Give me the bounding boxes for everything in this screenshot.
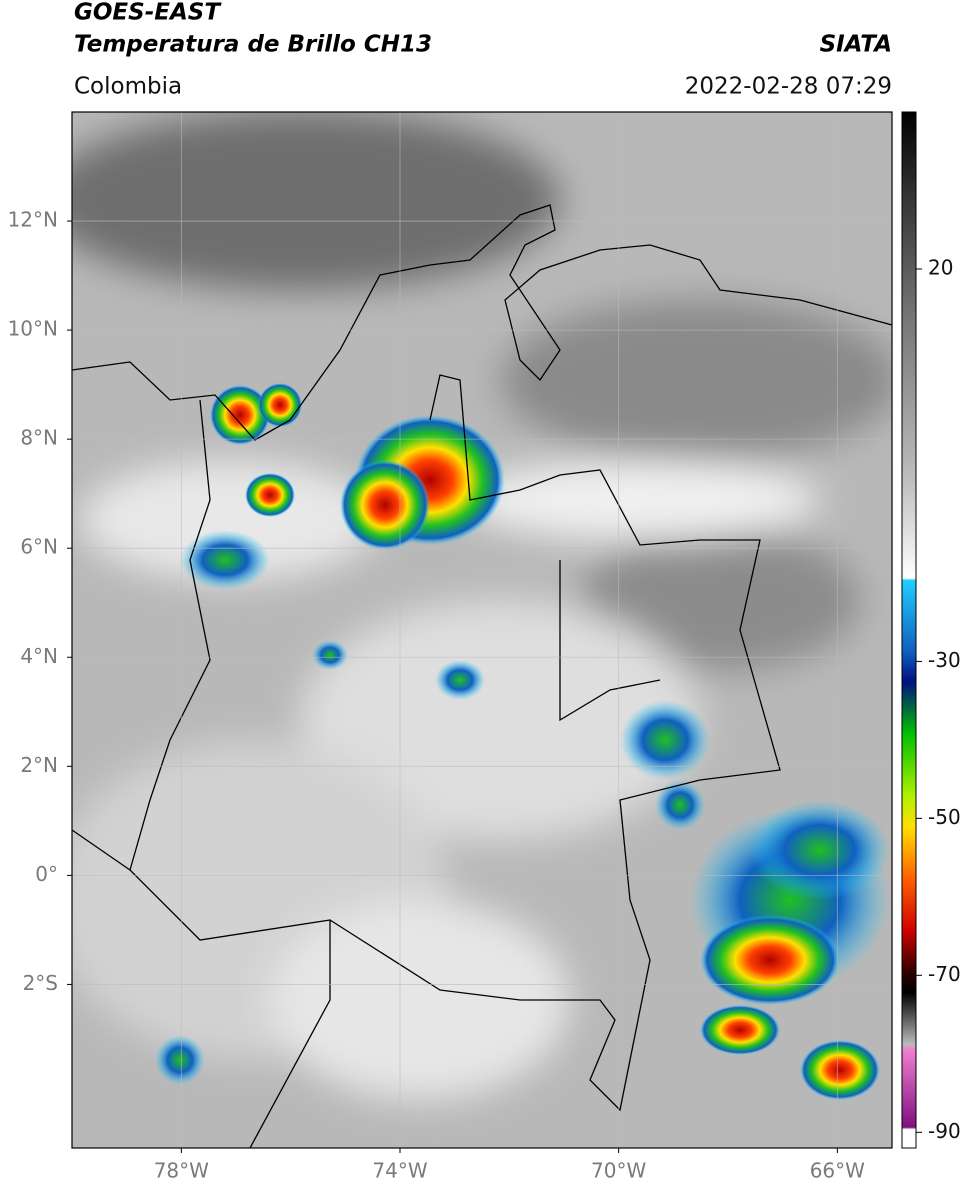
colorbar bbox=[901, 111, 917, 1149]
lon-tick-label: 70°W bbox=[591, 1159, 646, 1183]
lat-tick-label: 8°N bbox=[20, 426, 58, 450]
lat-tick-label: 2°S bbox=[23, 971, 58, 995]
lat-tick-label: 10°N bbox=[8, 317, 58, 341]
source: SIATA bbox=[820, 32, 892, 58]
lat-tick-label: 4°N bbox=[20, 644, 58, 668]
region: Colombia bbox=[74, 74, 182, 100]
lon-tick-label: 74°W bbox=[372, 1159, 427, 1183]
datetime: 2022-02-28 07:29 bbox=[685, 74, 892, 100]
colorbar-tick-label: -70 bbox=[928, 962, 961, 986]
colorbar-tick-label: -50 bbox=[928, 805, 961, 829]
satellite-image bbox=[72, 112, 892, 1148]
lon-tick-label: 66°W bbox=[810, 1159, 865, 1183]
colorbar-tick-label: -30 bbox=[928, 648, 961, 672]
country-border bbox=[72, 374, 781, 1148]
map-frame bbox=[71, 111, 893, 1149]
graticule bbox=[72, 112, 892, 1148]
lon-tick-label: 78°W bbox=[154, 1159, 209, 1183]
lat-tick-label: 12°N bbox=[8, 208, 58, 232]
coastline bbox=[72, 204, 892, 441]
colorbar-tick-label: -90 bbox=[928, 1119, 961, 1143]
lat-tick-label: 0° bbox=[35, 862, 58, 886]
title: GOES-EAST bbox=[74, 0, 222, 26]
colorbar-tick-label: 20 bbox=[928, 255, 953, 279]
subtitle: Temperatura de Brillo CH13 bbox=[74, 32, 432, 58]
lat-tick-label: 6°N bbox=[20, 535, 58, 559]
lat-tick-label: 2°N bbox=[20, 753, 58, 777]
